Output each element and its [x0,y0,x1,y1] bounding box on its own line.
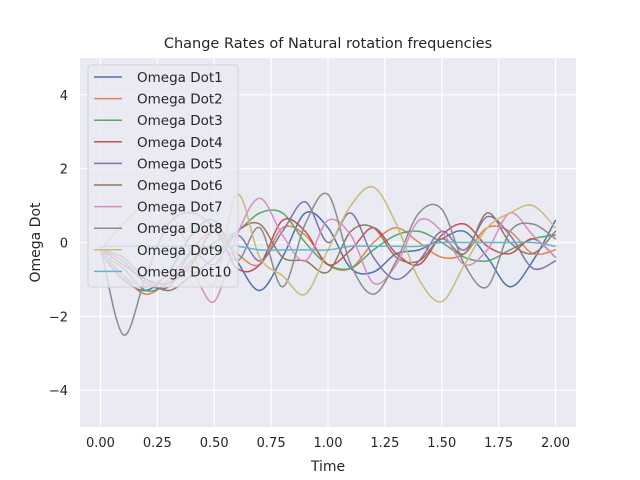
y-tick-labels: −4 −2 0 2 4 [49,89,68,399]
legend: Omega Dot1 Omega Dot2 Omega Dot3 Omega Dot4… [87,64,239,288]
legend-box [87,64,239,288]
legend-entry: Omega Dot6 [137,178,223,194]
y-tick-label: −4 [49,384,68,399]
legend-entry: Omega Dot7 [137,200,223,216]
x-tick-label: 1.00 [314,436,343,451]
legend-entry: Omega Dot3 [137,113,223,129]
y-tick-label: −2 [49,310,68,325]
y-tick-label: 4 [60,89,68,104]
x-tick-label: 1.25 [370,436,399,451]
y-tick-label: 2 [60,163,68,178]
chart-title: Change Rates of Natural rotation frequen… [164,36,492,52]
legend-entry: Omega Dot9 [137,243,223,259]
x-tick-label: 1.75 [484,436,513,451]
x-tick-label: 0.50 [200,436,229,451]
x-tick-label: 1.50 [427,436,456,451]
x-tick-label: 0.25 [143,436,172,451]
legend-entry: Omega Dot10 [137,264,231,280]
x-tick-labels: 0.00 0.25 0.50 0.75 1.00 1.25 1.50 1.75 2.00 [86,436,570,451]
x-tick-label: 2.00 [541,436,570,451]
series-line-6 [99,212,557,292]
y-axis-label: Omega Dot [28,202,44,283]
legend-entry: Omega Dot5 [137,156,223,172]
x-tick-label: 0.00 [86,436,115,451]
y-tick-label: 0 [60,237,68,252]
legend-entry: Omega Dot4 [137,135,223,151]
legend-entry: Omega Dot8 [137,221,223,237]
legend-entry: Omega Dot1 [137,70,223,86]
x-axis-label: Time [310,459,345,475]
x-tick-label: 0.75 [257,436,286,451]
legend-entry: Omega Dot2 [137,92,223,108]
